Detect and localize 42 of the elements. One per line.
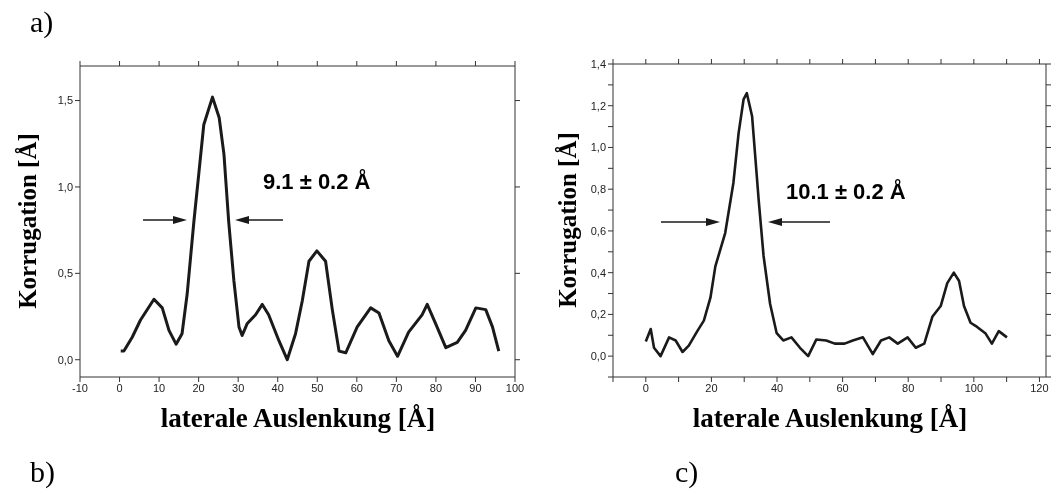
- y-tick-label: 1,0: [590, 141, 606, 154]
- y-axis-title: Korrugation [Å]: [553, 131, 582, 310]
- x-tick-label: 60: [836, 381, 849, 394]
- x-tick-label: 60: [350, 381, 363, 394]
- y-tick-label: 0,4: [590, 266, 606, 279]
- x-axis-title: laterale Auslenkung [Å]: [159, 403, 437, 434]
- y-tick-label: 1,4: [590, 57, 606, 70]
- x-tick-label: 20: [192, 381, 205, 394]
- x-tick-label: 40: [271, 381, 284, 394]
- x-tick-label: 100: [964, 381, 984, 394]
- x-tick-label: 40: [770, 381, 784, 394]
- x-tick-label: 50: [311, 381, 324, 394]
- x-tick-label: 20: [705, 381, 718, 394]
- y-tick-label: 0,0: [57, 353, 73, 366]
- y-tick-label: 1,5: [57, 94, 73, 107]
- x-tick-label: 100: [505, 381, 525, 394]
- x-tick-label: 0: [642, 381, 649, 394]
- x-tick-label: 70: [390, 381, 403, 394]
- x-tick-label: 0: [116, 381, 123, 394]
- text: a): [30, 5, 54, 39]
- y-tick-label: 0,0: [590, 350, 606, 363]
- text: b): [30, 455, 55, 489]
- y-tick-label: 0,6: [590, 224, 606, 237]
- x-tick-label: 90: [469, 381, 482, 394]
- x-tick-label: 30: [232, 381, 245, 394]
- y-tick-label: 0,5: [57, 267, 73, 280]
- y-axis-title: Korrugation [Å]: [13, 132, 42, 311]
- line-series: [119, 95, 501, 362]
- annotation: 10.1 ± 0.2 Å: [786, 178, 906, 206]
- x-axis-title: laterale Auslenkung [Å]: [691, 403, 969, 434]
- x-tick-label: -10: [72, 381, 88, 394]
- x-tick-label: 80: [429, 381, 443, 394]
- x-tick-label: 80: [902, 381, 915, 394]
- annotation: 9.1 ± 0.2 Å: [263, 168, 371, 196]
- text: c): [675, 455, 699, 489]
- y-tick-label: 0,8: [590, 183, 606, 196]
- x-tick-label: 120: [1030, 381, 1049, 394]
- x-tick-label: 10: [152, 381, 166, 394]
- y-tick-label: 1,0: [57, 180, 73, 193]
- y-tick-label: 1,2: [590, 99, 606, 112]
- line-series: [644, 91, 1009, 358]
- y-tick-label: 0,2: [590, 308, 606, 321]
